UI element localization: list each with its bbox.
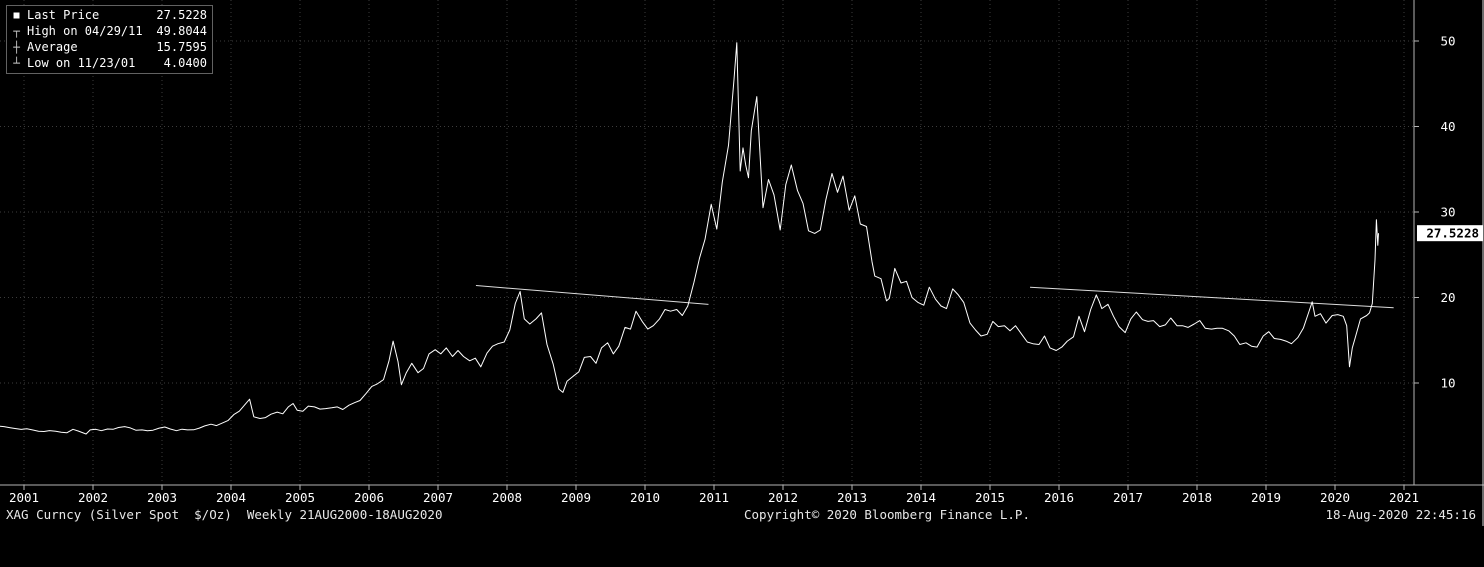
x-tick-label: 2017 [1113,490,1143,505]
trendline [475,285,709,305]
x-tick-label: 2005 [285,490,315,505]
y-tick-label: 30 [1440,205,1455,220]
x-tick-label: 2004 [216,490,246,505]
legend-label: Low on 11/23/01 [27,56,136,70]
x-tick-label: 2006 [354,490,384,505]
y-tick-label: 20 [1440,290,1455,305]
last-price-label-box [1417,225,1483,242]
legend-label: Last Price [27,8,100,22]
x-tick-label: 2007 [423,490,453,505]
status-bar: XAG Curncy (Silver Spot $/Oz) Weekly 21A… [0,507,1484,524]
x-tick-label: 2003 [147,490,177,505]
x-tick-label: 2020 [1320,490,1350,505]
legend-row-last-price[interactable]: ■ Last Price 27.5228 [11,7,207,23]
x-tick-label: 2019 [1251,490,1281,505]
y-tick-label: 40 [1440,119,1455,134]
chart-legend: ■ Last Price 27.5228 ┬ High on 04/29/11 … [6,5,213,74]
high-marker-icon: ┬ [13,24,20,38]
x-tick-label: 2012 [768,490,798,505]
x-tick-label: 2013 [837,490,867,505]
legend-value: 15.7595 [156,40,207,54]
copyright-text: Copyright© 2020 Bloomberg Finance L.P. [744,507,1030,522]
legend-label: High on 04/29/11 [27,24,143,38]
price-chart-canvas[interactable]: 2001 2002 2003 2004 2005 2006 2007 2008 2009 2010… [0,0,1484,526]
x-tick-label: 2016 [1044,490,1074,505]
low-marker-icon: ┴ [13,56,20,70]
legend-row-high[interactable]: ┬ High on 04/29/11 49.8044 [11,23,207,39]
trendline [1029,286,1394,309]
x-tick-label: 2002 [78,490,108,505]
x-tick-label: 2015 [975,490,1005,505]
x-tick-label: 2021 [1389,490,1419,505]
x-tick-label: 2001 [9,490,39,505]
x-tick-label: 2018 [1182,490,1212,505]
price-line [0,42,1379,435]
legend-row-average[interactable]: ┼ Average 15.7595 [11,39,207,55]
x-tick-label: 2011 [699,490,729,505]
legend-row-low[interactable]: ┴ Low on 11/23/01 4.0400 [11,55,207,71]
last-price-label-text: 27.5228 [1426,226,1479,241]
timestamp-text: 18-Aug-2020 22:45:16 [1325,507,1476,522]
legend-value: 49.8044 [156,24,207,38]
average-marker-icon: ┼ [13,40,20,54]
legend-value: 27.5228 [156,8,207,22]
legend-value: 4.0400 [163,56,207,70]
y-tick-label: 10 [1440,376,1455,391]
x-tick-label: 2014 [906,490,936,505]
legend-label: Average [27,40,78,54]
x-tick-label: 2009 [561,490,591,505]
x-tick-label: 2008 [492,490,522,505]
chart-title: XAG Curncy (Silver Spot $/Oz) Weekly 21A… [6,507,443,522]
y-tick-label: 50 [1440,34,1455,49]
x-tick-label: 2010 [630,490,660,505]
last-price-marker-icon: ■ [13,9,20,21]
